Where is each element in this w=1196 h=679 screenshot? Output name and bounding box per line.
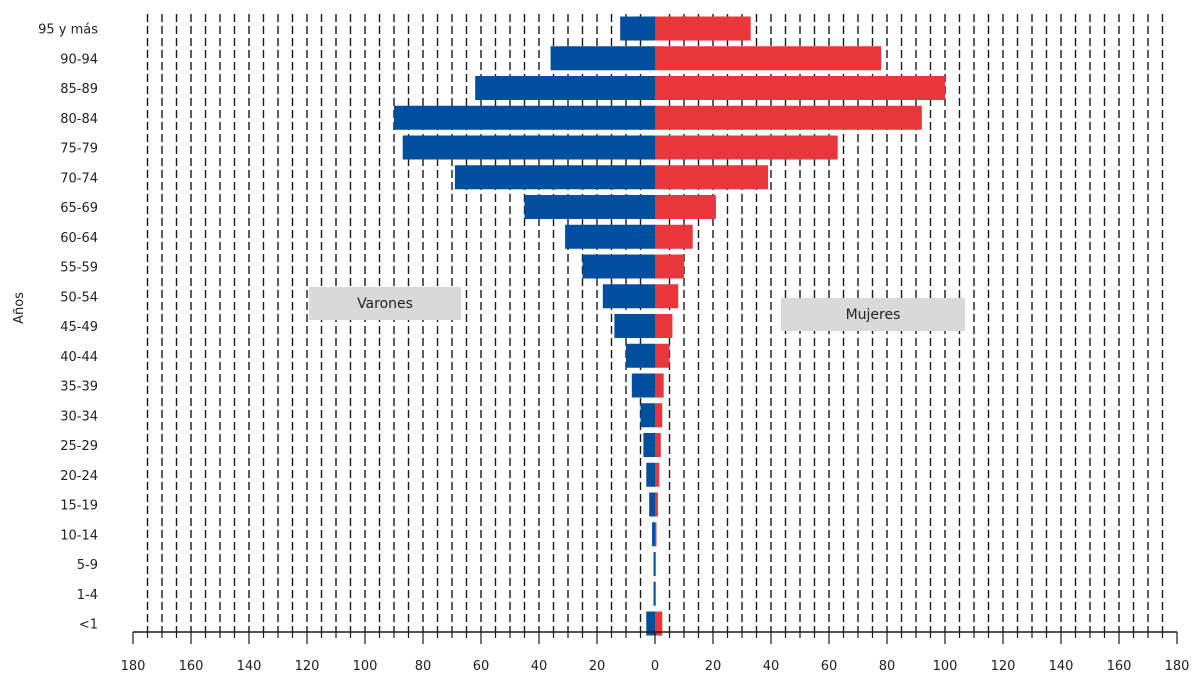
bar-varones bbox=[652, 522, 655, 547]
y-tick-label: 35-39 bbox=[60, 380, 98, 395]
bar-mujeres bbox=[655, 433, 661, 457]
bar-varones bbox=[649, 492, 655, 517]
bar-varones bbox=[614, 314, 655, 338]
legend-box-varones bbox=[309, 287, 461, 320]
bar-mujeres bbox=[655, 165, 769, 190]
y-tick-label: 40-44 bbox=[60, 350, 98, 365]
bar-varones bbox=[646, 611, 655, 636]
x-tick-label: 20 bbox=[705, 659, 722, 674]
bar-mujeres bbox=[655, 284, 679, 309]
x-tick-label: 20 bbox=[589, 659, 606, 674]
bar-varones bbox=[620, 16, 655, 41]
y-tick-label: 55-59 bbox=[60, 261, 98, 276]
x-tick-label: 120 bbox=[295, 659, 320, 674]
y-tick-label: 90-94 bbox=[60, 52, 98, 67]
y-tick-labels: 95 y más 90-94 85-89 80-84 75-79 70-74 65-69 60… bbox=[38, 23, 98, 633]
y-tick-label: 10-14 bbox=[60, 528, 98, 543]
bar-varones bbox=[524, 195, 655, 219]
x-tick-label: 140 bbox=[1049, 659, 1074, 674]
bar-mujeres bbox=[655, 581, 656, 606]
x-tick-label: 180 bbox=[1165, 659, 1190, 674]
x-tick-label: 60 bbox=[821, 659, 838, 674]
x-tick-label: 120 bbox=[991, 659, 1016, 674]
bar-varones bbox=[643, 433, 655, 457]
bar-mujeres bbox=[655, 373, 664, 398]
bar-mujeres bbox=[655, 492, 658, 517]
y-tick-label: 25-29 bbox=[60, 439, 98, 454]
bar-varones bbox=[646, 462, 655, 487]
y-tick-label: 45-49 bbox=[60, 320, 98, 335]
y-tick-label: 1-4 bbox=[77, 588, 98, 603]
x-tick-label: 160 bbox=[179, 659, 204, 674]
y-tick-label: 20-24 bbox=[60, 469, 98, 484]
x-tick-label: 60 bbox=[473, 659, 490, 674]
x-tick-label: 40 bbox=[531, 659, 548, 674]
y-tick-label: 15-19 bbox=[60, 499, 98, 514]
y-tick-label: 85-89 bbox=[60, 82, 98, 97]
bar-varones bbox=[394, 105, 655, 130]
x-tick-label: 0 bbox=[651, 659, 659, 674]
x-tick-label: 40 bbox=[763, 659, 780, 674]
x-tick-label: 100 bbox=[353, 659, 378, 674]
bar-mujeres bbox=[655, 16, 751, 41]
bar-varones bbox=[653, 552, 655, 576]
bar-mujeres bbox=[655, 403, 663, 428]
y-tick-label: 30-34 bbox=[60, 409, 98, 424]
bar-mujeres bbox=[655, 46, 882, 71]
x-tick-label: 100 bbox=[933, 659, 958, 674]
bar-varones bbox=[475, 76, 655, 100]
bar-mujeres bbox=[655, 314, 673, 338]
x-tick-label: 80 bbox=[879, 659, 896, 674]
y-tick-label: 60-64 bbox=[60, 231, 98, 246]
legend-label-mujeres: Mujeres bbox=[846, 307, 901, 323]
bar-mujeres bbox=[655, 195, 716, 219]
y-tick-label: 65-69 bbox=[60, 201, 98, 216]
bar-mujeres bbox=[655, 76, 945, 100]
bar-varones bbox=[631, 373, 655, 398]
y-tick-label: 75-79 bbox=[60, 142, 98, 157]
x-axis: 180 160 140 120 100 80 60 40 20 0 20 40 60 80 100 120 14… bbox=[121, 631, 1190, 674]
legend-box-mujeres bbox=[781, 298, 965, 331]
bar-varones bbox=[653, 581, 655, 606]
bar-varones bbox=[454, 165, 655, 190]
bar-mujeres bbox=[655, 462, 660, 487]
bar-mujeres bbox=[655, 224, 693, 249]
bar-mujeres bbox=[655, 522, 657, 547]
bar-varones bbox=[582, 254, 655, 279]
y-tick-label: <1 bbox=[79, 618, 98, 633]
bar-mujeres bbox=[655, 611, 663, 636]
bar-mujeres bbox=[655, 343, 670, 368]
bar-varones bbox=[550, 46, 655, 71]
bar-varones bbox=[602, 284, 655, 309]
bar-mujeres bbox=[655, 135, 838, 160]
x-tick-label: 140 bbox=[237, 659, 262, 674]
y-tick-label: 5-9 bbox=[77, 558, 98, 573]
y-tick-label: 50-54 bbox=[60, 290, 98, 305]
bar-varones bbox=[565, 224, 655, 249]
bars-group bbox=[394, 16, 945, 636]
x-tick-label: 80 bbox=[415, 659, 432, 674]
legend-label-varones: Varones bbox=[357, 296, 413, 312]
y-tick-label: 70-74 bbox=[60, 171, 98, 186]
bar-varones bbox=[640, 403, 655, 428]
bar-mujeres bbox=[655, 552, 656, 576]
x-tick-label: 180 bbox=[121, 659, 146, 674]
y-axis-title: Años bbox=[12, 292, 27, 324]
x-tick-label: 160 bbox=[1107, 659, 1132, 674]
y-tick-label: 80-84 bbox=[60, 112, 98, 127]
bar-varones bbox=[402, 135, 655, 160]
bar-mujeres bbox=[655, 105, 922, 130]
bar-varones bbox=[626, 343, 655, 368]
y-tick-label: 95 y más bbox=[38, 23, 98, 38]
bar-mujeres bbox=[655, 254, 684, 279]
